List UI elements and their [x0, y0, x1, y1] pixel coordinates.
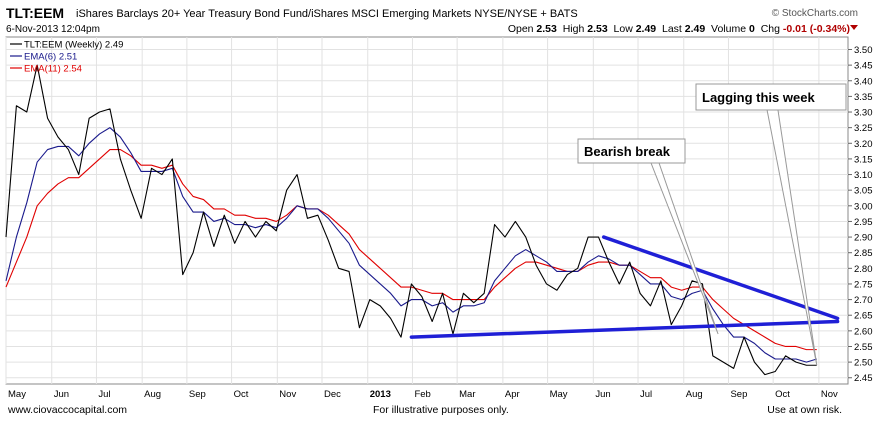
x-tick-label: Apr [505, 389, 520, 400]
x-tick-label: Dec [324, 389, 341, 400]
y-tick-label: 2.70 [854, 295, 873, 306]
y-tick-label: 3.15 [854, 154, 873, 165]
x-tick-label: Jun [54, 389, 69, 400]
x-tick-label: May [8, 389, 26, 400]
y-tick-label: 3.30 [854, 108, 873, 119]
last-label: Last [661, 23, 682, 35]
callout-label-1: Lagging this week [702, 90, 815, 105]
chart-fullname: iShares Barclays 20+ Year Treasury Bond … [76, 8, 578, 20]
x-tick-label: Jul [640, 389, 652, 400]
chart-ticker: TLT:EEM [6, 5, 65, 21]
low-label: Low [613, 23, 633, 35]
y-tick-label: 3.05 [854, 186, 873, 197]
x-tick-label: May [550, 389, 568, 400]
y-tick-label: 3.50 [854, 45, 873, 56]
series-line-2 [5, 148, 817, 351]
open-label: Open [507, 23, 534, 35]
y-tick-label: 2.60 [854, 326, 873, 337]
x-tick-label: Oct [234, 389, 249, 400]
footer-disclaimer: For illustrative purposes only. [373, 404, 509, 416]
high-value: 2.53 [587, 23, 608, 35]
y-tick-label: 2.95 [854, 217, 873, 228]
trendline-support [409, 319, 840, 339]
y-tick-label: 3.10 [854, 170, 873, 181]
x-tick-label: Sep [189, 389, 206, 400]
y-tick-label: 3.40 [854, 76, 873, 87]
chart-datetime: 6-Nov-2013 12:04pm [6, 24, 100, 35]
y-tick-label: 3.00 [854, 201, 873, 212]
y-tick-label: 3.35 [854, 92, 873, 103]
legend-label-1: EMA(6) 2.51 [24, 52, 77, 63]
y-tick-label: 2.55 [854, 342, 873, 353]
y-tick-label: 2.80 [854, 264, 873, 275]
y-tick-label: 3.45 [854, 61, 873, 72]
x-tick-label: Jul [98, 389, 110, 400]
volume-value: 0 [749, 23, 755, 35]
x-tick-label: 2013 [370, 389, 391, 400]
chg-label: Chg [760, 23, 780, 35]
legend-label-0: TLT:EEM (Weekly) 2.49 [24, 40, 123, 51]
high-label: High [562, 23, 585, 35]
x-tick-label: Oct [775, 389, 790, 400]
x-tick-label: Nov [279, 389, 296, 400]
callout-box-1 [695, 83, 847, 111]
y-tick-label: 2.65 [854, 311, 873, 322]
y-tick-label: 2.50 [854, 358, 873, 369]
legend-label-2: EMA(11) 2.54 [24, 64, 82, 75]
quote-bar: Open 2.53 High 2.53 Low 2.49 Last 2.49 V… [508, 23, 850, 35]
y-tick-label: 3.25 [854, 123, 873, 134]
x-tick-label: Sep [730, 389, 747, 400]
chg-value: -0.01 (-0.34%) [782, 23, 850, 35]
chevron-down-icon[interactable] [850, 25, 858, 30]
series-line-0 [5, 64, 817, 376]
x-tick-label: Mar [459, 389, 475, 400]
x-tick-label: Jun [595, 389, 610, 400]
trendline-resistance [601, 235, 840, 321]
low-value: 2.49 [635, 23, 657, 35]
y-tick-label: 2.90 [854, 233, 873, 244]
footer-website[interactable]: www.ciovaccocapital.com [8, 404, 128, 416]
callout-box-0 [577, 138, 686, 164]
y-tick-label: 3.20 [854, 139, 873, 150]
x-tick-label: Feb [414, 389, 430, 400]
x-tick-label: Nov [821, 389, 838, 400]
copyright-label[interactable]: © StockCharts.com [771, 8, 858, 19]
footer-risk-note: Use at own risk. [767, 404, 842, 416]
last-value: 2.49 [684, 23, 706, 35]
x-tick-label: Aug [144, 389, 161, 400]
y-tick-label: 2.45 [854, 373, 873, 384]
callout-label-0: Bearish break [584, 144, 671, 159]
series-line-1 [5, 127, 817, 363]
volume-label: Volume [711, 23, 747, 35]
y-tick-label: 2.85 [854, 248, 873, 259]
y-tick-label: 2.75 [854, 279, 873, 290]
x-tick-label: Aug [686, 389, 703, 400]
open-value: 2.53 [536, 23, 557, 35]
